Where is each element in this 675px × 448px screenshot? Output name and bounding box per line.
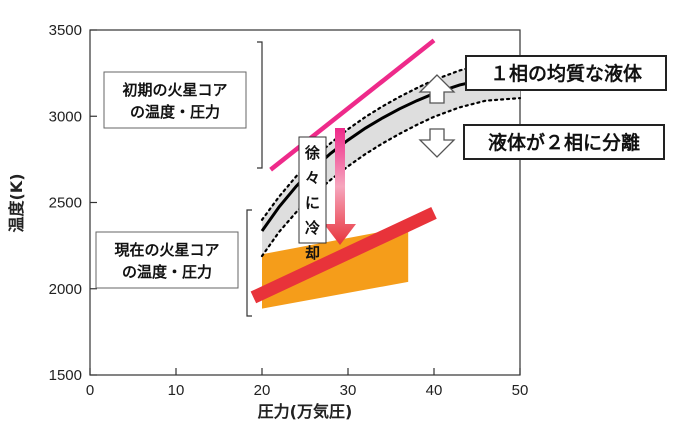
present-core-label: 現在の火星コアの温度・圧力	[114, 241, 219, 281]
early-core-box	[103, 71, 247, 129]
early-core-label: 初期の火星コアの温度・圧力	[122, 81, 227, 121]
cooling-label: 徐々に冷却	[304, 144, 320, 262]
x-axis-title: 圧力(万気圧)	[258, 402, 353, 421]
x-tick-label: 20	[254, 382, 271, 399]
x-tick-label: 0	[86, 382, 94, 399]
y-tick-label: 3500	[49, 22, 82, 39]
x-tick-label: 10	[168, 382, 185, 399]
up-arrow-icon	[418, 74, 456, 104]
ticks-layer: 0 10 20 30 40 50 1500 2000 2500 3000 3500	[49, 22, 529, 399]
x-tick-label: 50	[512, 382, 529, 399]
y-tick-label: 1500	[49, 367, 82, 384]
separation-label: 液体が２相に分離	[488, 131, 640, 154]
series-red-band	[250, 207, 437, 304]
present-core-bracket	[246, 209, 252, 317]
separation-box	[463, 124, 665, 160]
y-tick-label: 2000	[49, 281, 82, 298]
homogeneous-label: １相の均質な液体	[490, 62, 643, 85]
homogeneous-box	[465, 55, 667, 91]
series-pink-line	[269, 38, 436, 172]
x-tick-label: 40	[426, 382, 443, 399]
cooling-arrow	[324, 128, 356, 245]
down-arrow-icon	[418, 128, 456, 158]
early-core-bracket	[257, 41, 263, 169]
cooling-label-box	[298, 136, 327, 244]
y-tick-label: 3000	[49, 108, 82, 125]
present-core-box	[95, 231, 239, 289]
y-axis-title: 温度(K)	[7, 173, 26, 233]
x-tick-label: 30	[340, 382, 357, 399]
y-tick-label: 2500	[49, 195, 82, 212]
